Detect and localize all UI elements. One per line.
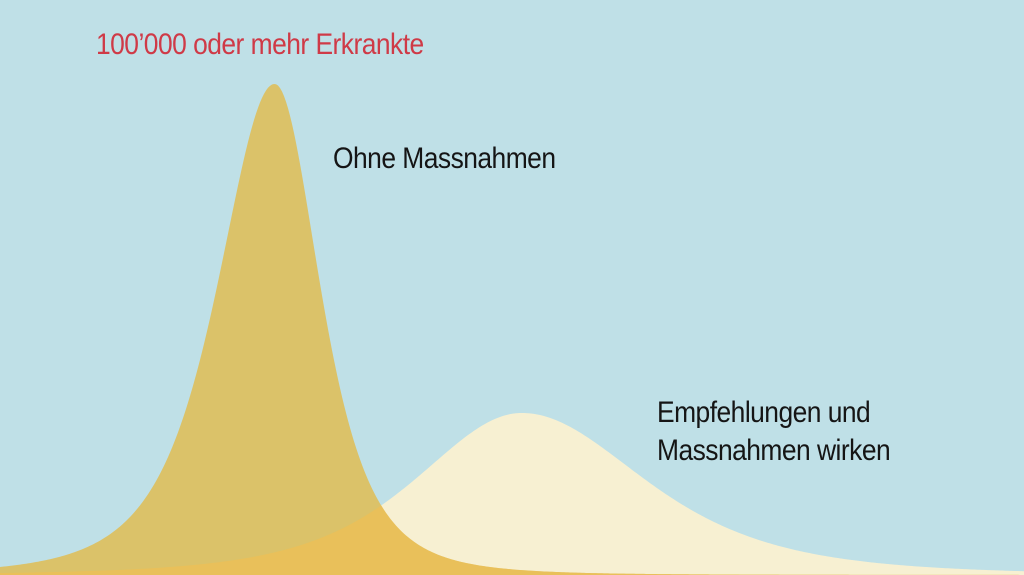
series-label-empfehlungen-und-massnahmen-wirken: Empfehlungen und Massnahmen wirken	[657, 396, 891, 467]
area-curve-ohne-massnahmen	[0, 84, 1024, 575]
chart-title: 100’000 oder mehr Erkrankte	[96, 28, 424, 61]
area-curve-mit-massnahmen	[0, 412, 1024, 575]
series-label-ohne-massnahmen: Ohne Massnahmen	[333, 142, 556, 175]
